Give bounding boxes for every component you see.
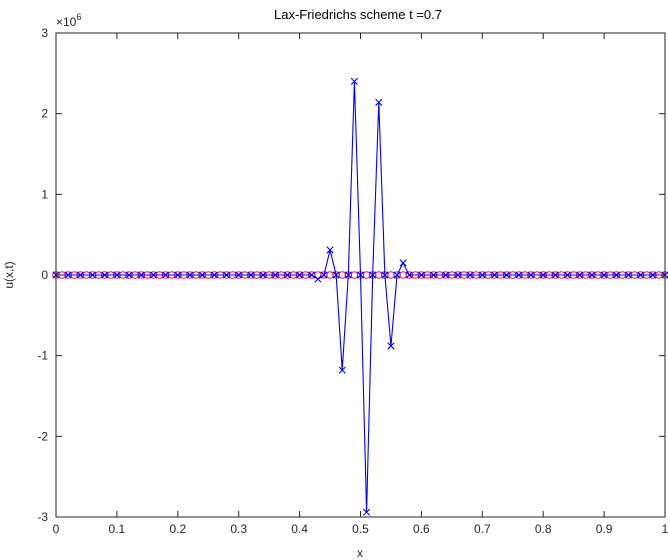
y-exponent-base: ×10 — [56, 15, 77, 29]
data-point-circle — [399, 271, 407, 279]
data-point-cross — [113, 271, 121, 279]
data-point-cross — [137, 271, 145, 279]
data-point-cross — [515, 271, 523, 279]
data-point-cross — [332, 271, 340, 279]
data-point-cross — [588, 271, 596, 279]
data-point-cross — [162, 271, 170, 279]
data-point-cross — [320, 271, 328, 279]
data-point-cross — [369, 271, 377, 279]
data-point-cross — [466, 271, 474, 279]
data-point-cross — [76, 271, 84, 279]
data-point-cross — [198, 271, 206, 279]
data-point-cross — [247, 271, 255, 279]
data-point-cross — [624, 271, 633, 279]
y-tick-label: 0 — [41, 268, 48, 282]
axis-ticks: 0 0.1 0.2 0.3 0.4 0.5 0.6 0.7 0.8 0.9 1 -3 -2 -1 0 1 2 3 — [37, 26, 668, 536]
data-point-circle — [387, 271, 395, 279]
y-tick-label: 2 — [41, 107, 48, 121]
data-point-cross — [637, 271, 645, 279]
data-point-cross — [88, 271, 97, 279]
data-point-cross — [338, 366, 346, 374]
x-tick-label: 1 — [662, 522, 668, 536]
x-axis-label: x — [357, 546, 363, 560]
data-point-cross — [363, 508, 371, 516]
data-point-cross — [149, 271, 158, 279]
y-tick-label: -2 — [37, 429, 48, 443]
data-point-cross — [125, 271, 133, 279]
data-point-cross — [429, 271, 438, 279]
data-point-cross — [527, 271, 535, 279]
data-point-circle — [350, 271, 359, 279]
data-point-cross — [283, 271, 292, 279]
x-tick-label: 0.5 — [352, 522, 369, 536]
data-point-cross — [296, 271, 304, 279]
data-point-circle — [338, 271, 347, 279]
data-point-cross — [576, 271, 584, 279]
chart-title: Lax-Friedrichs scheme t =0.7 — [274, 7, 442, 22]
y-exponent-power: 6 — [76, 12, 81, 22]
data-point-cross — [551, 271, 559, 279]
data-point-cross — [186, 271, 194, 279]
y-tick-label: 1 — [41, 187, 48, 201]
x-tick-label: 0.3 — [230, 522, 247, 536]
data-point-cross — [308, 271, 316, 279]
data-point-cross — [314, 275, 322, 283]
data-point-cross — [381, 271, 389, 279]
y-tick-label: 3 — [41, 26, 48, 40]
x-tick-label: 0.6 — [413, 522, 430, 536]
x-tick-label: 0.2 — [169, 522, 186, 536]
data-point-cross — [174, 271, 182, 279]
data-point-cross — [235, 271, 243, 279]
data-point-cross — [375, 98, 383, 106]
data-point-circle — [362, 271, 371, 279]
data-point-cross — [210, 271, 218, 279]
data-point-cross — [356, 271, 365, 279]
data-point-cross — [222, 271, 231, 279]
x-tick-label: 0.1 — [109, 522, 126, 536]
data-point-cross — [600, 271, 608, 279]
data-point-cross — [344, 271, 352, 279]
data-point-circle — [326, 271, 334, 279]
y-tick-label: -3 — [37, 510, 48, 524]
data-point-circle — [320, 271, 328, 279]
x-tick-label: 0.8 — [535, 522, 552, 536]
data-point-cross — [350, 77, 358, 85]
x-tick-label: 0.7 — [474, 522, 491, 536]
data-point-cross — [490, 271, 499, 279]
data-point-circle — [374, 271, 383, 279]
data-point-cross — [417, 271, 425, 279]
x-tick-label: 0.4 — [291, 522, 308, 536]
data-point-cross — [399, 259, 407, 267]
x-tick-label: 0 — [53, 522, 60, 536]
plot-area — [52, 77, 668, 516]
y-axis-label: u(x,t) — [2, 261, 16, 288]
data-point-cross — [442, 271, 450, 279]
data-point-cross — [326, 246, 334, 254]
data-point-cross — [563, 271, 572, 279]
y-tick-label: -1 — [37, 349, 48, 363]
data-point-cross — [649, 271, 657, 279]
data-point-cross — [454, 271, 462, 279]
data-point-cross — [503, 271, 511, 279]
data-point-cross — [101, 271, 109, 279]
data-point-cross — [612, 271, 620, 279]
y-exponent-label: ×106 — [56, 12, 81, 29]
x-tick-label: 0.9 — [596, 522, 613, 536]
data-point-cross — [259, 271, 267, 279]
data-point-cross — [64, 271, 72, 279]
data-point-cross — [478, 271, 486, 279]
data-point-cross — [271, 271, 279, 279]
data-point-cross — [405, 271, 413, 279]
data-point-cross — [393, 271, 401, 279]
data-point-cross — [539, 271, 547, 279]
data-point-cross — [387, 342, 395, 350]
